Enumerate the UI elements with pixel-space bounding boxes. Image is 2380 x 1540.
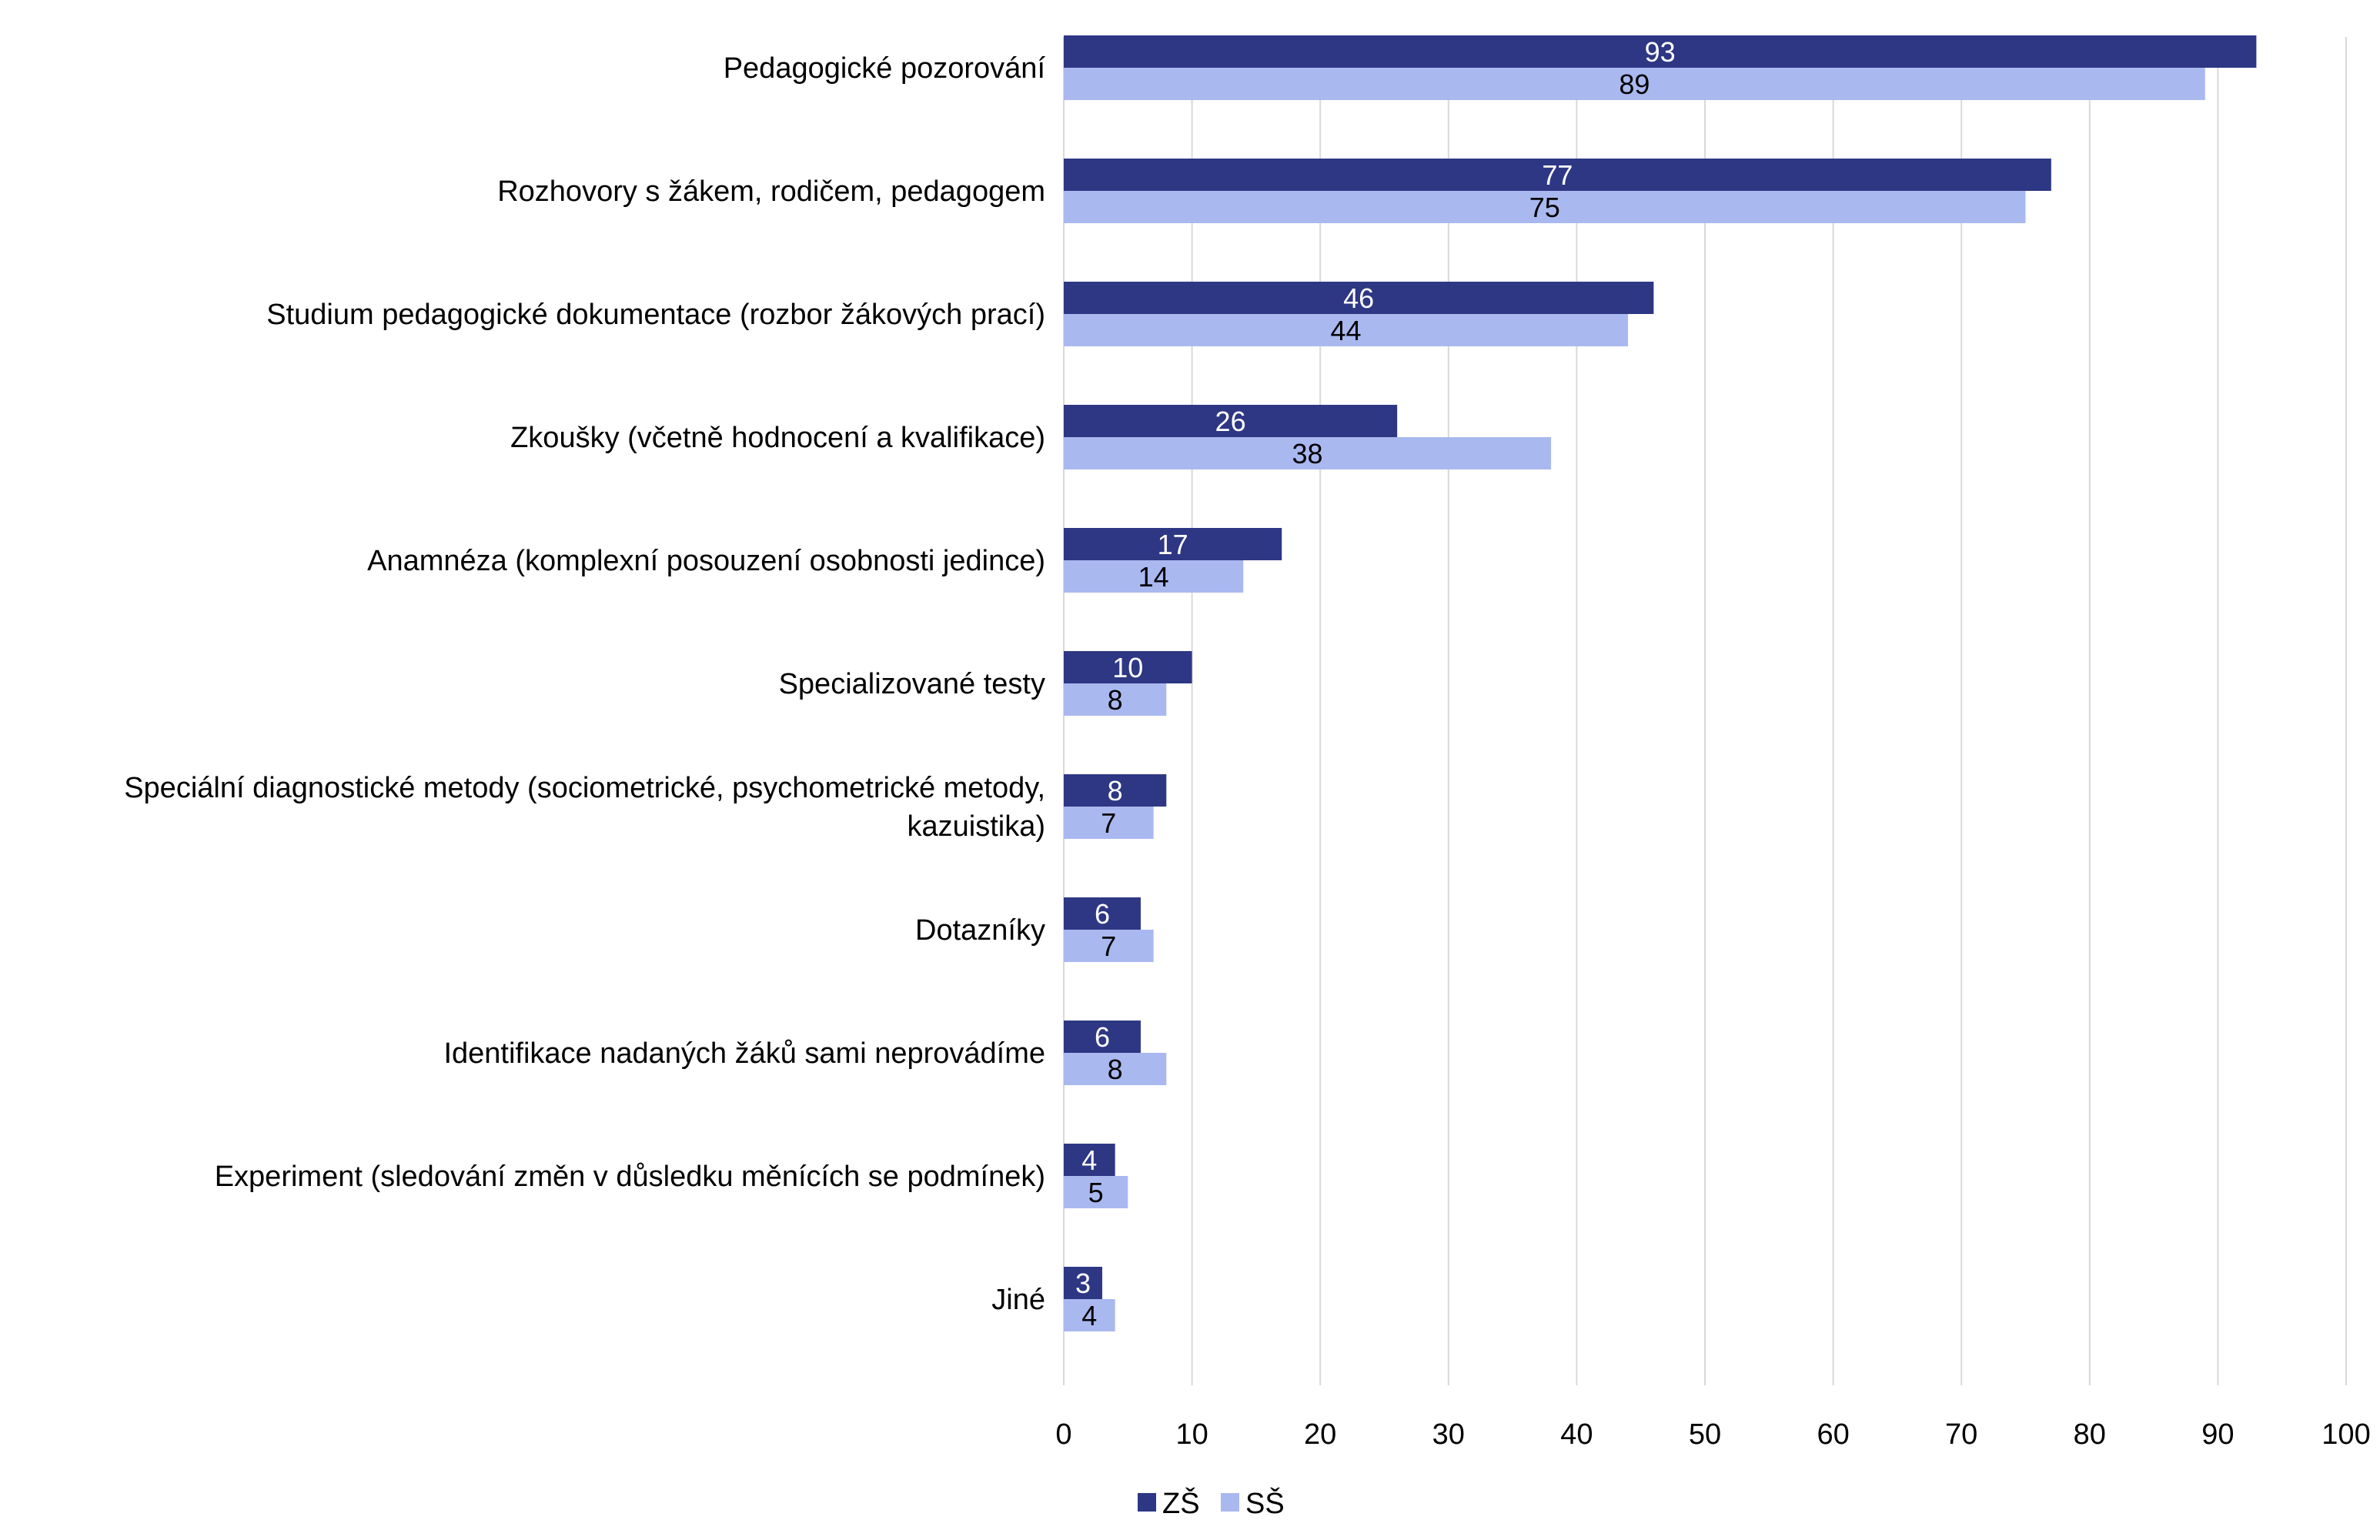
data-label: 89 bbox=[1619, 68, 1650, 100]
x-tick-label: 80 bbox=[2074, 1418, 2106, 1451]
data-label: 6 bbox=[1095, 898, 1110, 930]
bar-zs bbox=[1064, 282, 1654, 314]
data-label: 8 bbox=[1108, 684, 1123, 716]
bar-zs bbox=[1064, 897, 1141, 930]
bar-ss bbox=[1064, 930, 1154, 962]
x-tick-label: 70 bbox=[1945, 1418, 1977, 1451]
category-label: Studium pedagogické dokumentace (rozbor … bbox=[266, 299, 1045, 331]
data-label: 17 bbox=[1158, 529, 1188, 560]
category-label: Anamnéza (komplexní posouzení osobnosti … bbox=[367, 545, 1045, 577]
data-label: 8 bbox=[1108, 775, 1123, 807]
gridlines bbox=[1063, 37, 2347, 1385]
data-label: 10 bbox=[1112, 652, 1143, 683]
data-label: 4 bbox=[1081, 1144, 1097, 1176]
bar-ss bbox=[1064, 683, 1167, 716]
x-tick-label: 90 bbox=[2201, 1418, 2234, 1451]
category-label: Speciální diagnostické metody (sociometr… bbox=[124, 772, 1045, 843]
category-label: Experiment (sledování změn v důsledku mě… bbox=[215, 1161, 1045, 1193]
bar-ss bbox=[1064, 560, 1244, 593]
x-tick-label: 100 bbox=[2322, 1418, 2370, 1451]
category-label: Zkoušky (včetně hodnocení a kvalifikace) bbox=[510, 422, 1045, 454]
category-label: Dotazníky bbox=[915, 914, 1045, 947]
legend-label: SŠ bbox=[1245, 1486, 1285, 1520]
data-label: 5 bbox=[1088, 1177, 1104, 1208]
bar-zs bbox=[1064, 528, 1282, 560]
bar-ss bbox=[1064, 314, 1629, 346]
category-label: Identifikace nadaných žáků sami neprovád… bbox=[443, 1037, 1045, 1070]
x-tick-label: 30 bbox=[1432, 1418, 1465, 1451]
bars bbox=[1064, 35, 2257, 1331]
bar-zs bbox=[1064, 159, 2051, 191]
data-label: 75 bbox=[1529, 192, 1560, 223]
bar-zs bbox=[1064, 35, 2257, 68]
x-axis-tick-labels: 0 10 20 30 40 50 60 70 80 90 100 bbox=[1055, 1418, 2370, 1451]
x-tick-label: 10 bbox=[1175, 1418, 1208, 1451]
data-label: 8 bbox=[1108, 1054, 1123, 1085]
bar-ss bbox=[1064, 191, 2026, 223]
category-label: Specializované testy bbox=[779, 668, 1045, 700]
category-label: Jiné bbox=[991, 1284, 1045, 1316]
bar-ss bbox=[1064, 1176, 1128, 1208]
legend: ZŠ SŠ bbox=[1138, 1486, 1285, 1520]
data-label: 4 bbox=[1081, 1300, 1097, 1331]
category-label: Pedagogické pozorování bbox=[724, 52, 1046, 85]
legend-item-zs: ZŠ bbox=[1138, 1486, 1200, 1520]
data-label: 44 bbox=[1330, 315, 1361, 346]
bar-ss bbox=[1064, 1299, 1115, 1331]
bar-zs bbox=[1064, 1267, 1102, 1299]
data-label: 38 bbox=[1292, 438, 1323, 469]
legend-swatch bbox=[1221, 1493, 1239, 1512]
data-label: 46 bbox=[1343, 282, 1374, 314]
bar-zs bbox=[1064, 651, 1192, 683]
category-labels: Pedagogické pozorování Rozhovory s žákem,… bbox=[124, 52, 1045, 1316]
data-label: 6 bbox=[1095, 1021, 1110, 1053]
bar-ss bbox=[1064, 807, 1154, 839]
category-label: Rozhovory s žákem, rodičem, pedagogem bbox=[497, 175, 1045, 208]
x-tick-label: 50 bbox=[1689, 1418, 1721, 1451]
data-label: 7 bbox=[1101, 807, 1116, 839]
data-label: 3 bbox=[1075, 1268, 1091, 1299]
legend-swatch bbox=[1138, 1493, 1156, 1512]
bar-zs bbox=[1064, 405, 1398, 437]
data-label: 77 bbox=[1542, 159, 1573, 191]
data-label: 26 bbox=[1215, 406, 1246, 437]
legend-label: ZŠ bbox=[1162, 1486, 1200, 1520]
bar-zs bbox=[1064, 1144, 1115, 1176]
x-tick-label: 20 bbox=[1304, 1418, 1336, 1451]
bar-zs bbox=[1064, 774, 1167, 807]
data-label: 14 bbox=[1138, 561, 1169, 593]
data-label: 7 bbox=[1101, 930, 1116, 962]
x-tick-label: 40 bbox=[1560, 1418, 1593, 1451]
bar-ss bbox=[1064, 1053, 1167, 1085]
bar-zs bbox=[1064, 1021, 1141, 1053]
bar-ss bbox=[1064, 437, 1552, 469]
data-label: 93 bbox=[1645, 36, 1676, 68]
x-tick-label: 60 bbox=[1817, 1418, 1849, 1451]
x-tick-label: 0 bbox=[1055, 1418, 1071, 1451]
bar-ss bbox=[1064, 68, 2205, 100]
legend-item-ss: SŠ bbox=[1221, 1486, 1285, 1520]
